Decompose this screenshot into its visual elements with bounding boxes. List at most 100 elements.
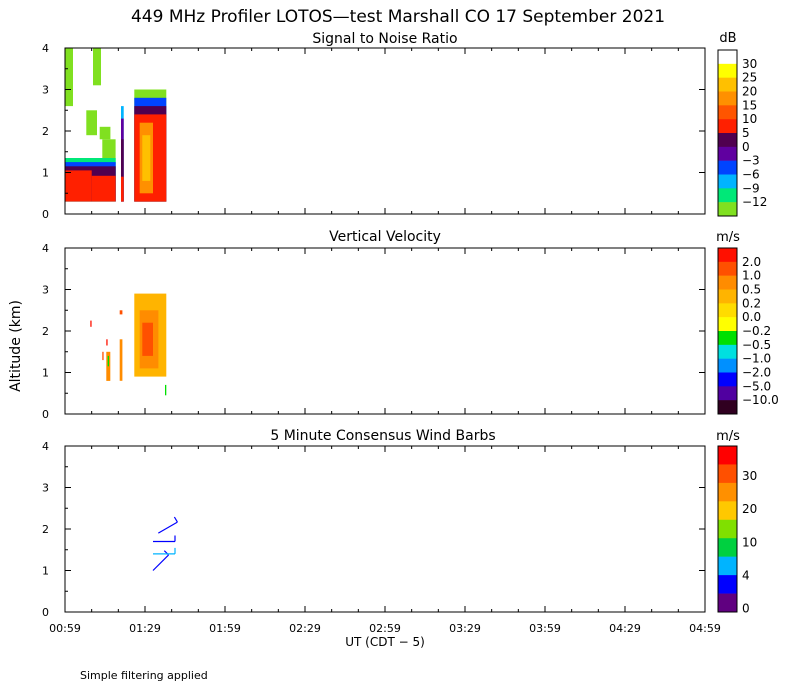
vv-ytick-label-3: 3 xyxy=(42,284,49,297)
time-tick-label-4: 02:59 xyxy=(369,622,401,635)
snr-colorbar-swatch-10 xyxy=(718,188,737,203)
vv-colorbar-label-2: 0.5 xyxy=(742,283,761,297)
snr-cell-4 xyxy=(102,139,116,165)
vv-colorbar-swatch-5 xyxy=(718,317,737,332)
snr-colorbar-label-4: 10 xyxy=(742,112,757,126)
wind-barb-flag-3 xyxy=(173,516,178,523)
snr-cell-12 xyxy=(121,139,124,202)
wind-colorbar-swatch-2 xyxy=(718,482,737,502)
snr-cell-9 xyxy=(91,175,116,202)
snr-colorbar-swatch-5 xyxy=(718,119,737,134)
vv-colorbar-label-7: −1.0 xyxy=(742,352,771,366)
vertical-velocity-panel: Vertical Velocity 0 1 2 3 4 m/s 2.01.00.50.2… xyxy=(8,229,779,421)
vv-cell-10 xyxy=(165,384,167,396)
wind-colorbar-unit: m/s xyxy=(716,429,740,444)
time-axis-title: UT (CDT − 5) xyxy=(345,635,425,649)
snr-ytick-label-0: 0 xyxy=(42,208,49,221)
wind-colorbar-swatch-1 xyxy=(718,464,737,484)
snr-colorbar-label-3: 15 xyxy=(742,98,757,112)
snr-colorbar-label-5: 5 xyxy=(742,126,750,140)
vv-cell-1 xyxy=(102,351,104,361)
wind-colorbar-swatch-4 xyxy=(718,519,737,539)
wind-colorbar-label-0: 30 xyxy=(742,469,757,483)
wind-plot-frame xyxy=(64,445,706,613)
wind-barb-0 xyxy=(152,554,170,571)
time-tick-label-6: 03:59 xyxy=(529,622,561,635)
snr-colorbar-unit: dB xyxy=(719,31,736,46)
snr-colorbar-swatch-6 xyxy=(718,133,737,148)
snr-colorbar-swatch-1 xyxy=(718,63,737,78)
snr-ytick-label-2: 2 xyxy=(42,125,49,138)
vv-colorbar-swatch-1 xyxy=(718,261,737,276)
altitude-axis-label: Altitude (km) xyxy=(8,300,24,392)
vv-colorbar-label-1: 1.0 xyxy=(742,269,761,283)
snr-colorbar-frame xyxy=(717,49,738,217)
snr-colorbar-swatch-2 xyxy=(718,77,737,92)
vv-cell-4 xyxy=(107,355,109,367)
snr-ytick-label-3: 3 xyxy=(42,84,49,97)
snr-cell-19 xyxy=(142,135,151,181)
vv-colorbar-label-6: −0.5 xyxy=(742,338,771,352)
vv-colorbar-label-4: 0.0 xyxy=(742,310,761,324)
vv-cell-6 xyxy=(119,339,123,381)
wind-colorbar-label-3: 4 xyxy=(742,569,750,583)
vv-cell-0 xyxy=(90,320,92,327)
snr-panel: Signal to Noise Ratio 0 1 2 3 4 dB 302520151… xyxy=(42,31,767,221)
vv-cell-3 xyxy=(106,351,111,381)
time-axis-labels: 00:59 01:29 01:59 02:29 02:59 03:29 03:59 04:29… xyxy=(49,622,721,635)
vv-title: Vertical Velocity xyxy=(329,229,441,245)
snr-colorbar-label-10: −12 xyxy=(742,195,767,209)
wind-colorbar-label-4: 0 xyxy=(742,602,750,616)
vv-cell-2 xyxy=(106,339,108,346)
snr-x-ticks xyxy=(64,48,706,214)
wind-colorbar-label-2: 10 xyxy=(742,535,757,549)
vv-colorbar-swatch-0 xyxy=(718,248,737,263)
wind-title: 5 Minute Consensus Wind Barbs xyxy=(270,428,495,444)
snr-colorbar-swatch-0 xyxy=(718,50,737,65)
snr-ytick-label-1: 1 xyxy=(42,167,49,180)
wind-colorbar-swatch-6 xyxy=(718,556,737,576)
wind-barb-3 xyxy=(158,521,178,534)
snr-cell-2 xyxy=(86,110,97,136)
time-tick-label-2: 01:59 xyxy=(209,622,241,635)
vv-colorbar-label-10: −10.0 xyxy=(742,393,779,407)
wind-barbs xyxy=(152,516,178,571)
vv-colorbar-label-9: −5.0 xyxy=(742,379,771,393)
snr-colorbar-label-2: 20 xyxy=(742,85,757,99)
wind-colorbar-swatch-3 xyxy=(718,501,737,521)
vv-x-ticks xyxy=(64,248,706,414)
snr-cell-13 xyxy=(121,176,124,202)
snr-colorbar-label-9: −9 xyxy=(742,181,760,195)
time-tick-label-1: 01:29 xyxy=(129,622,161,635)
snr-ytick-label-4: 4 xyxy=(42,42,49,55)
snr-colorbar-swatch-11 xyxy=(718,202,737,217)
wind-colorbar-swatch-7 xyxy=(718,575,737,594)
snr-cell-0 xyxy=(65,48,73,107)
vv-ytick-label-1: 1 xyxy=(42,367,49,380)
vv-ytick-label-2: 2 xyxy=(42,325,49,338)
vv-ytick-label-0: 0 xyxy=(42,408,49,421)
vv-colorbar-swatch-2 xyxy=(718,275,737,290)
wind-colorbar-swatch-0 xyxy=(718,446,737,465)
vv-colorbar-swatch-7 xyxy=(718,344,737,359)
wind-ytick-label-1: 1 xyxy=(42,565,49,578)
snr-colorbar-swatch-3 xyxy=(718,91,737,106)
vv-colorbar-swatch-9 xyxy=(718,372,737,387)
footer-note: Simple filtering applied xyxy=(80,669,208,682)
wind-x-ticks xyxy=(64,446,706,612)
wind-colorbar-label-1: 20 xyxy=(742,502,757,516)
vv-colorbar-swatch-4 xyxy=(718,303,737,318)
vv-colorbar-frame xyxy=(717,247,738,415)
time-tick-label-5: 03:29 xyxy=(449,622,481,635)
snr-colorbar-label-8: −6 xyxy=(742,168,760,182)
vv-colorbar-label-3: 0.2 xyxy=(742,296,761,310)
snr-colorbar-swatch-7 xyxy=(718,146,737,161)
snr-cell-8 xyxy=(65,170,92,202)
snr-colorbar-label-6: 0 xyxy=(742,140,750,154)
wind-colorbar-swatch-5 xyxy=(718,538,737,557)
time-tick-label-0: 00:59 xyxy=(49,622,81,635)
wind-ytick-label-4: 4 xyxy=(42,440,49,453)
vv-colorbar-swatch-10 xyxy=(718,386,737,401)
vv-colorbar-swatch-8 xyxy=(718,358,737,373)
